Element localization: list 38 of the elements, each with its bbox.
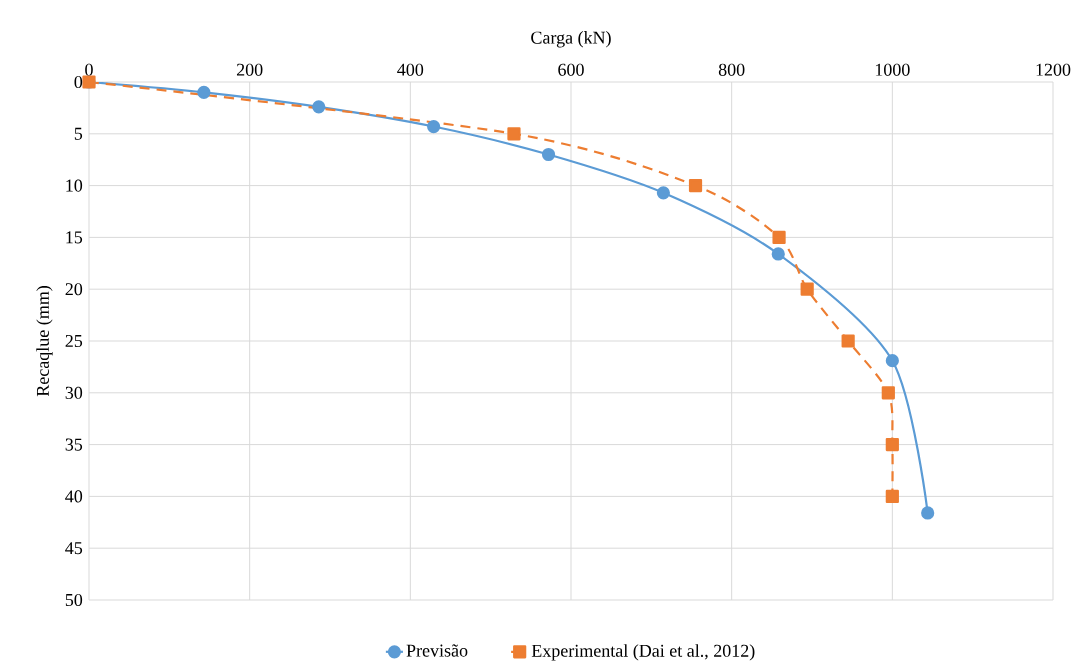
x-tick-label: 1200 [1036,63,1071,76]
y-axis-title: Recaqlue (mm) [36,286,53,397]
y-tick-label: 0 [74,75,83,89]
x-tick-label: 800 [718,63,745,76]
point [197,85,211,99]
x-axis-title: Carga (kN) [531,31,611,48]
y-tick-label: 10 [66,179,83,192]
y-tick-label: 50 [65,593,83,607]
point [771,247,785,261]
point [427,119,441,134]
point [507,127,521,141]
y-tick-label: 25 [65,334,83,348]
x-tick-label: 400 [397,63,424,76]
x-tick-label: 0 [85,63,93,76]
y-tick-label: 35 [65,438,83,451]
y-tick-label: 20 [65,283,83,296]
point [688,179,703,193]
point [772,230,786,244]
point [841,334,855,348]
point [921,506,935,520]
legend-label: Previsão [406,644,468,657]
x-tick-label: 600 [558,63,584,76]
y-tick-label: 40 [65,490,83,503]
y-tick-label: 5 [74,127,83,140]
point [541,147,556,162]
y-tick-label: 30 [65,386,83,399]
point [885,489,899,503]
point [312,100,326,114]
point [800,282,814,296]
legend-label: Experimental (Dai et al., 2012) [531,644,755,661]
point [656,186,670,200]
point [881,386,895,400]
x-tick-label: 200 [236,63,263,76]
x-tick-label: 1000 [875,63,910,76]
y-tick-label: 45 [65,542,83,555]
point [885,354,899,368]
y-tick-label: 15 [66,231,83,244]
point [885,437,899,452]
